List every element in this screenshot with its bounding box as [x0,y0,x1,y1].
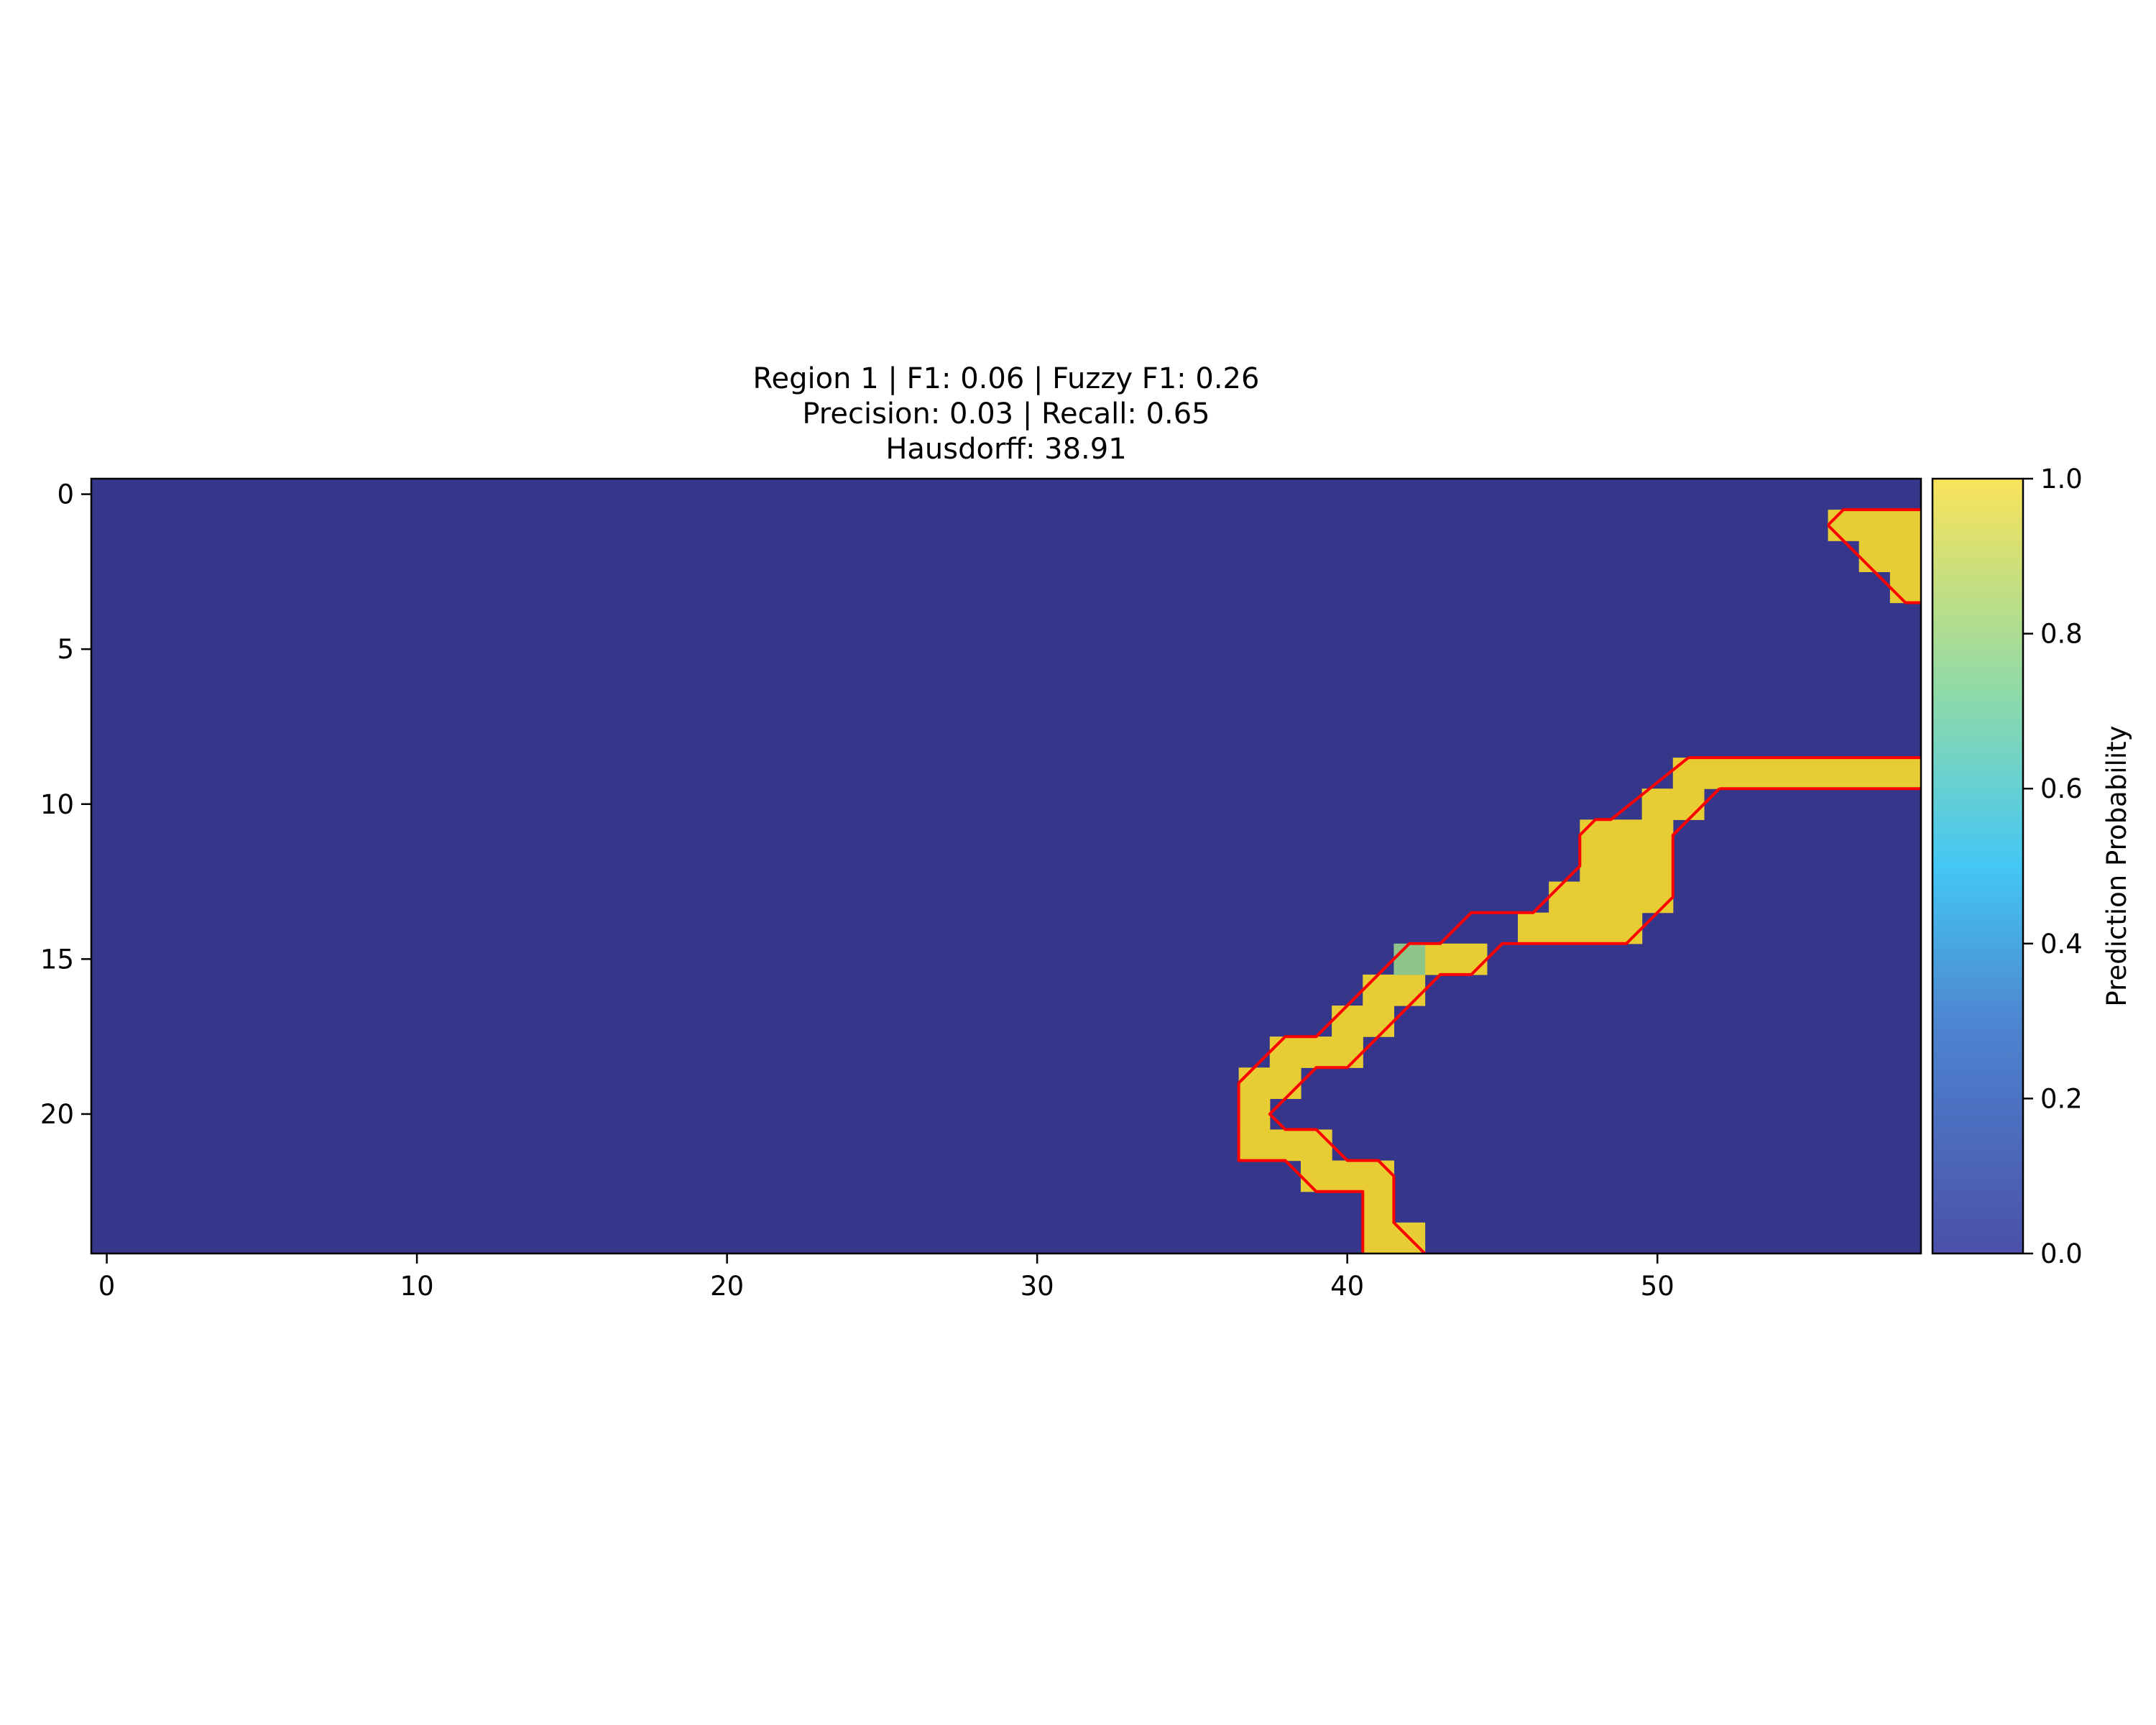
x-tick-label: 0 [98,1271,116,1302]
heatmap-cell-high [1332,1006,1363,1037]
heatmap-cell-high [1703,758,1736,789]
heatmap-cell-high [1828,758,1860,789]
plot-frame [90,477,1922,1255]
heatmap-cell-high [1858,510,1891,541]
heatmap-cell-high [1889,540,1921,572]
x-tick-label: 20 [710,1271,744,1302]
heatmap-cell-high [1611,819,1643,852]
x-axis: 0 10 20 30 40 50 [98,1254,1674,1302]
heatmap-cell-high [1580,912,1612,944]
outline-segment [1237,756,1690,1254]
heatmap-cell-high [1641,850,1674,883]
ground-truth-outline [1237,508,1921,1254]
heatmap-cells [91,479,1921,1254]
heatmap-cell-high [1641,788,1674,820]
heatmap-cell-high [1828,510,1860,541]
y-tick-label: 15 [40,944,74,975]
heatmap-cell-high [1332,1160,1363,1192]
heatmap-cell-high [1363,1160,1395,1192]
heatmap-cell-high [1455,943,1488,975]
heatmap-cell-high [1797,758,1829,789]
heatmap-cell-high [1641,819,1674,852]
title-line-3: Hausdorff: 38.91 [885,433,1126,466]
heatmap-cell-high [1889,510,1921,541]
colorbar-tick-label: 0.2 [2040,1083,2083,1114]
heatmap-cell-high [1641,881,1674,914]
colorbar-gradient [1931,477,2024,1255]
y-tick-label: 20 [40,1099,74,1130]
x-tick-label: 30 [1021,1271,1054,1302]
heatmap-cell-high [1363,1006,1395,1037]
y-tick-label: 5 [57,634,74,665]
heatmap-cell-high [1611,912,1643,944]
title-line-1: Region 1 | F1: 0.06 | Fuzzy F1: 0.26 [753,362,1260,395]
heatmap-cell-high [1300,1036,1332,1068]
x-tick-label: 50 [1641,1271,1674,1302]
outline-segment [1827,508,1921,527]
heatmap-cell-high [1238,1067,1271,1099]
y-tick-label: 10 [40,789,74,820]
heatmap-cell-high [1611,881,1643,914]
outline-segment [1827,524,1921,604]
heatmap-cell-high [1580,850,1612,883]
heatmap-cell-high [1363,974,1395,1006]
heatmap-cell-high [1300,1160,1332,1192]
heatmap-cell-high [1424,943,1457,975]
heatmap-cell-high [1889,758,1921,789]
y-axis: 0 5 10 15 20 [40,479,91,1130]
colorbar-tick-label: 0.0 [2040,1238,2083,1269]
heatmap-cell-high [1549,881,1580,914]
chart-title: Region 1 | F1: 0.06 | Fuzzy F1: 0.26 Pre… [753,362,1260,466]
heatmap-cell-high [1549,912,1580,944]
heatmap-cell-high [1580,819,1612,852]
colorbar: 0.0 0.2 0.4 0.6 0.8 1.0 Prediction Probabilit… [1931,464,2132,1269]
outline-segment [1268,787,1720,1254]
colorbar-ticks: 0.0 0.2 0.4 0.6 0.8 1.0 [2023,464,2083,1269]
heatmap-cell-high [1238,1098,1271,1131]
heatmap-cell-high [1766,758,1797,789]
heatmap-cell-high [1393,974,1426,1006]
colorbar-tick-label: 1.0 [2040,464,2083,494]
heatmap-cell-high [1269,1036,1302,1068]
heatmap-cell-high [1858,540,1891,572]
heatmap-cell-high [1580,881,1612,914]
heatmap-cell-high [1332,1036,1363,1068]
heatmap-cell-high [1518,912,1549,944]
heatmap-cell-high [1363,1222,1395,1254]
heatmap-cell-high [1672,758,1705,789]
title-line-2: Precision: 0.03 | Recall: 0.65 [802,397,1210,431]
colorbar-tick-label: 0.6 [2040,773,2083,804]
x-tick-label: 40 [1330,1271,1364,1302]
x-tick-label: 10 [400,1271,434,1302]
heatmap-cell-high [1672,788,1705,820]
heatmap-cell-high [1269,1067,1302,1099]
colorbar-tick-label: 0.8 [2040,619,2083,650]
heatmap-cell-high [1735,758,1766,789]
heatmap-cell-high [1611,850,1643,883]
colorbar-tick-label: 0.4 [2040,929,2083,960]
heatmap-cell-high [1363,1191,1395,1223]
heatmap-cell-high [1858,758,1891,789]
heatmap-cell-high [1238,1129,1271,1162]
colorbar-label: Prediction Probability [2101,725,2132,1006]
heatmap-cell-high [1889,571,1921,604]
y-tick-label: 0 [57,479,74,510]
heatmap-cell-high [1300,1129,1332,1162]
heatmap-cell-medium [1393,943,1426,975]
heatmap-cell-high [1269,1129,1302,1162]
